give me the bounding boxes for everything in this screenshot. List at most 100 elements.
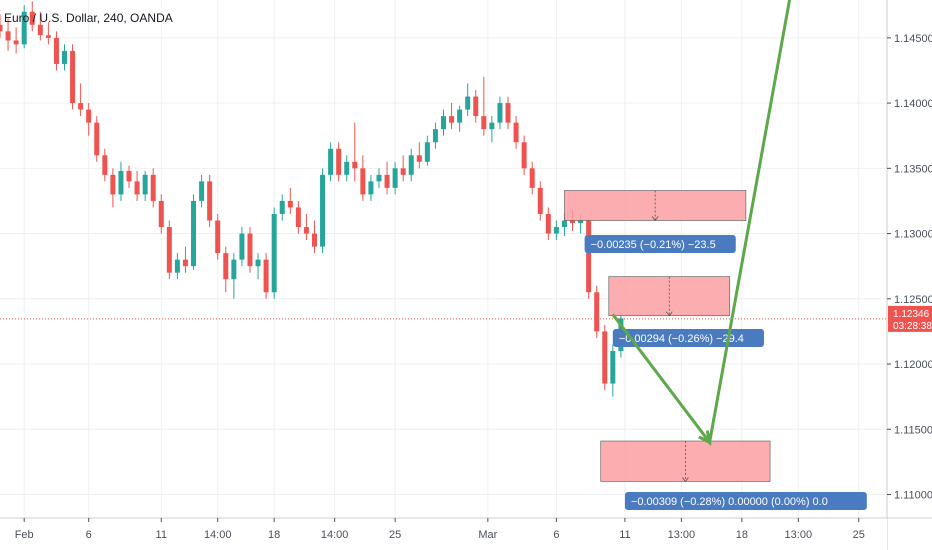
candle — [231, 253, 236, 299]
candle — [46, 22, 51, 44]
candle — [280, 194, 285, 220]
candle-body — [6, 31, 11, 40]
measure-box-label: −0.00294 (−0.26%) −29.4 — [619, 333, 744, 345]
candle-body — [586, 221, 591, 293]
candle-body — [385, 175, 390, 188]
candle-body — [514, 123, 519, 143]
candle — [199, 175, 204, 208]
candle — [409, 149, 414, 182]
candle — [530, 162, 535, 195]
candle-body — [199, 181, 204, 201]
candle — [183, 247, 188, 273]
candle-body — [191, 201, 196, 266]
price-tick-label: 1.11500 — [894, 424, 932, 436]
measure-box-1: −0.00235 (−0.21%) −23.5 — [564, 190, 745, 252]
candle — [344, 155, 349, 181]
time-tick-label: 25 — [853, 529, 865, 541]
candle-body — [344, 162, 349, 175]
candle-body — [336, 149, 341, 175]
candle — [473, 90, 478, 123]
candle — [304, 214, 309, 240]
time-tick-label: Feb — [15, 529, 34, 541]
candle-body — [578, 221, 583, 224]
time-tick-label: 13:00 — [668, 529, 696, 541]
candle-body — [223, 253, 228, 279]
time-tick-label: Mar — [478, 529, 497, 541]
candle-body — [481, 116, 486, 129]
candle-body — [538, 188, 543, 214]
candle — [215, 214, 220, 260]
candle-body — [506, 103, 511, 123]
time-tick-label: 14:00 — [321, 529, 349, 541]
forecast-arrow[interactable] — [613, 0, 790, 442]
candle-body — [457, 110, 462, 123]
candle — [522, 136, 527, 175]
candle-body — [70, 51, 75, 103]
candle — [481, 77, 486, 136]
time-tick-label: 11 — [156, 529, 167, 541]
candle — [175, 253, 180, 279]
candle — [159, 194, 164, 233]
candlestick-series — [0, 1, 623, 396]
measurement-boxes[interactable]: −0.00235 (−0.21%) −23.5 −0.00294 (−0.26%)… — [564, 190, 866, 510]
candle-body — [183, 260, 188, 267]
measure-box-label: −0.00309 (−0.28%) 0.00000 (0.00%) 0.0 — [631, 496, 828, 508]
candle — [143, 171, 148, 201]
price-tick-label: 1.11000 — [894, 490, 932, 502]
candle-body — [368, 181, 373, 194]
candle — [376, 168, 381, 188]
candle — [433, 123, 438, 149]
candle — [360, 155, 365, 201]
candle — [70, 44, 75, 109]
candle — [296, 201, 301, 234]
candle — [239, 227, 244, 266]
candle-body — [215, 221, 220, 254]
time-tick-label: 11 — [619, 529, 630, 541]
candle-body — [247, 234, 252, 267]
candle — [247, 227, 252, 273]
candle — [223, 247, 228, 293]
candle-body — [78, 103, 83, 110]
candle — [328, 142, 333, 181]
candle-body — [46, 35, 51, 38]
candle-body — [256, 260, 261, 267]
candle-body — [376, 175, 381, 182]
candle — [554, 221, 559, 241]
price-tick-label: 1.13000 — [894, 229, 932, 241]
candle — [191, 194, 196, 270]
price-axis-bg — [887, 0, 932, 550]
candle — [320, 168, 325, 253]
candle-body — [441, 116, 446, 129]
candle-body — [602, 331, 607, 383]
candle-body — [393, 168, 398, 188]
candle-body — [296, 207, 301, 227]
candle-body — [473, 97, 478, 117]
candle-body — [127, 171, 132, 181]
candle — [441, 110, 446, 136]
candle — [352, 123, 357, 182]
price-axis[interactable]: 1.14500 1.14000 1.13500 1.13000 1.12500 1.120… — [887, 0, 932, 550]
time-axis[interactable]: Feb 6 11 14:00 18 14:00 25 Mar 6 11 13:00 18 13:00 25 — [0, 518, 932, 550]
measure-box-2: −0.00294 (−0.26%) −29.4 — [609, 277, 764, 347]
candle-body — [231, 260, 236, 280]
time-tick-label: 6 — [86, 529, 92, 541]
candle — [425, 136, 430, 166]
candle-body — [62, 51, 67, 64]
candle — [78, 84, 83, 117]
price-tag-countdown: 03:28:38 — [893, 321, 932, 332]
price-tick-label: 1.12000 — [894, 359, 932, 371]
candle — [594, 286, 599, 338]
candle — [0, 14, 2, 37]
candle-body — [159, 201, 164, 227]
candle-body — [401, 168, 406, 175]
candle-body — [143, 175, 148, 195]
candle-body — [135, 181, 140, 194]
candle-body — [38, 25, 43, 35]
candle-body — [522, 142, 527, 168]
time-tick-label: 6 — [553, 529, 559, 541]
candle — [586, 218, 591, 299]
candle-body — [304, 227, 309, 234]
candle — [546, 207, 551, 240]
candle-body — [280, 201, 285, 214]
